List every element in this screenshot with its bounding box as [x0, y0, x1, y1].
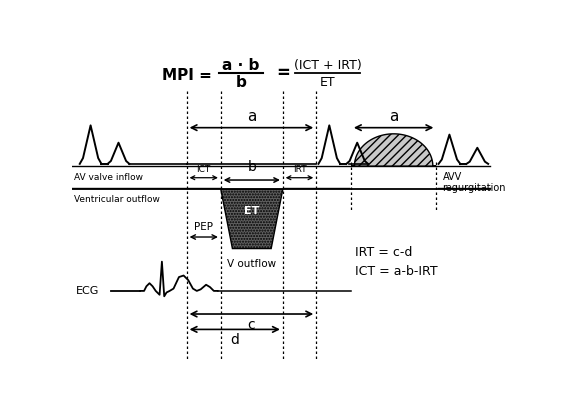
- Text: ICT = a-b-IRT: ICT = a-b-IRT: [355, 265, 438, 278]
- Text: MPI =: MPI =: [162, 68, 211, 83]
- Text: b: b: [247, 160, 256, 174]
- Text: Ventricular outflow: Ventricular outflow: [74, 195, 160, 204]
- Text: AV valve inflow: AV valve inflow: [74, 173, 143, 182]
- Text: V outflow: V outflow: [228, 259, 276, 269]
- Polygon shape: [221, 189, 283, 249]
- Text: PEP: PEP: [194, 222, 213, 233]
- Text: =: =: [276, 64, 290, 82]
- Text: ET: ET: [320, 76, 336, 89]
- Text: ET: ET: [244, 206, 259, 216]
- Text: (ICT + IRT): (ICT + IRT): [294, 59, 362, 72]
- Text: IRT: IRT: [293, 165, 306, 174]
- Polygon shape: [351, 134, 436, 166]
- Text: b: b: [236, 75, 247, 90]
- Text: a: a: [247, 109, 256, 124]
- Text: ECG: ECG: [76, 286, 99, 296]
- Text: AVV
regurgitation: AVV regurgitation: [442, 172, 506, 193]
- Text: IRT = c-d: IRT = c-d: [355, 246, 412, 259]
- Text: c: c: [248, 318, 255, 332]
- Text: a · b: a · b: [222, 58, 260, 73]
- Text: ICT: ICT: [196, 165, 211, 174]
- Text: a: a: [389, 109, 399, 124]
- Text: d: d: [230, 333, 239, 347]
